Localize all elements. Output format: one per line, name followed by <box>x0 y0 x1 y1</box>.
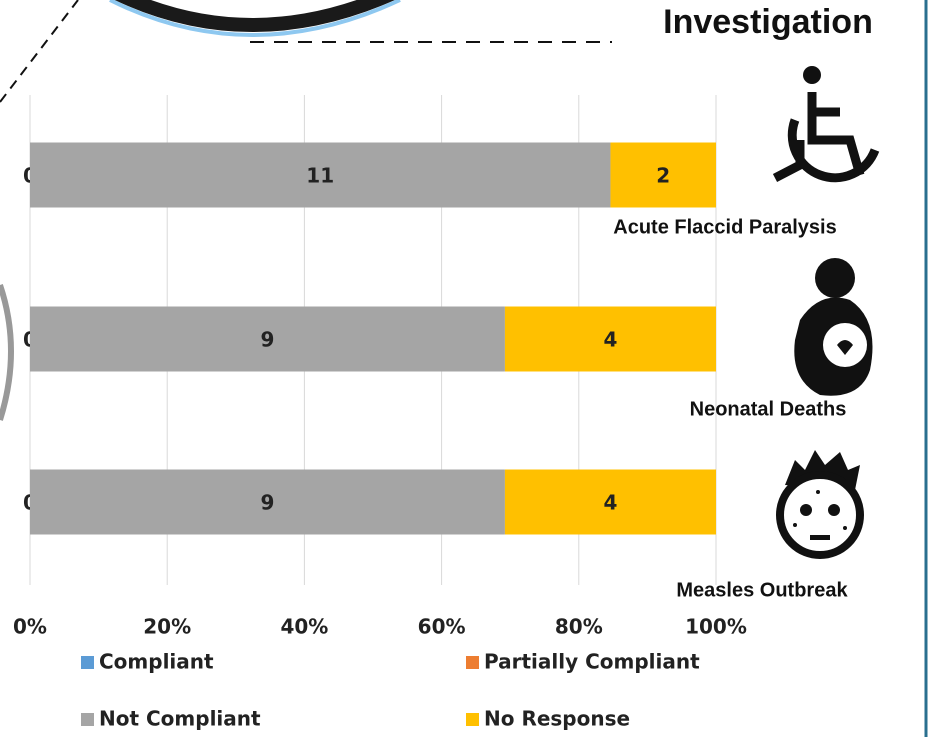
icon-wheelchair <box>772 66 880 183</box>
category-label: Acute Flaccid Paralysis <box>613 216 836 238</box>
x-tick-label: 60% <box>418 615 466 639</box>
legend-label: Compliant <box>99 650 214 674</box>
data-label: 11 <box>306 164 334 188</box>
icon-mother-baby <box>794 258 873 396</box>
bar-segment <box>30 469 505 535</box>
x-tick-label: 80% <box>555 615 603 639</box>
chart-title: Investigation <box>663 3 873 41</box>
legend-label: Not Compliant <box>99 707 261 731</box>
legend-swatch <box>81 713 94 726</box>
x-tick-label: 100% <box>685 615 747 639</box>
legend-swatch <box>81 656 94 669</box>
x-tick-label: 40% <box>280 615 328 639</box>
data-label: 4 <box>604 491 618 515</box>
bar-segment <box>610 142 716 208</box>
data-label: 9 <box>261 491 275 515</box>
bar-segment <box>30 306 505 372</box>
bar-segment <box>30 142 611 208</box>
bar-segment <box>504 306 716 372</box>
category-label: Neonatal Deaths <box>690 398 847 420</box>
legend-swatch <box>466 713 479 726</box>
x-tick-label: 0% <box>13 615 47 639</box>
bar-segment <box>504 469 716 535</box>
legend-label: No Response <box>484 707 630 731</box>
decor-dashed-line <box>0 0 79 103</box>
legend-label: Partially Compliant <box>484 650 700 674</box>
legend-swatch <box>466 656 479 669</box>
category-label: Measles Outbreak <box>676 579 848 601</box>
decor-arc <box>0 284 14 421</box>
data-label: 4 <box>604 328 618 352</box>
data-label: 2 <box>656 164 670 188</box>
x-tick-label: 20% <box>143 615 191 639</box>
decor-arc <box>114 0 395 32</box>
icon-measles <box>776 450 864 559</box>
decor-arc-glow <box>109 0 401 37</box>
data-label: 9 <box>261 328 275 352</box>
